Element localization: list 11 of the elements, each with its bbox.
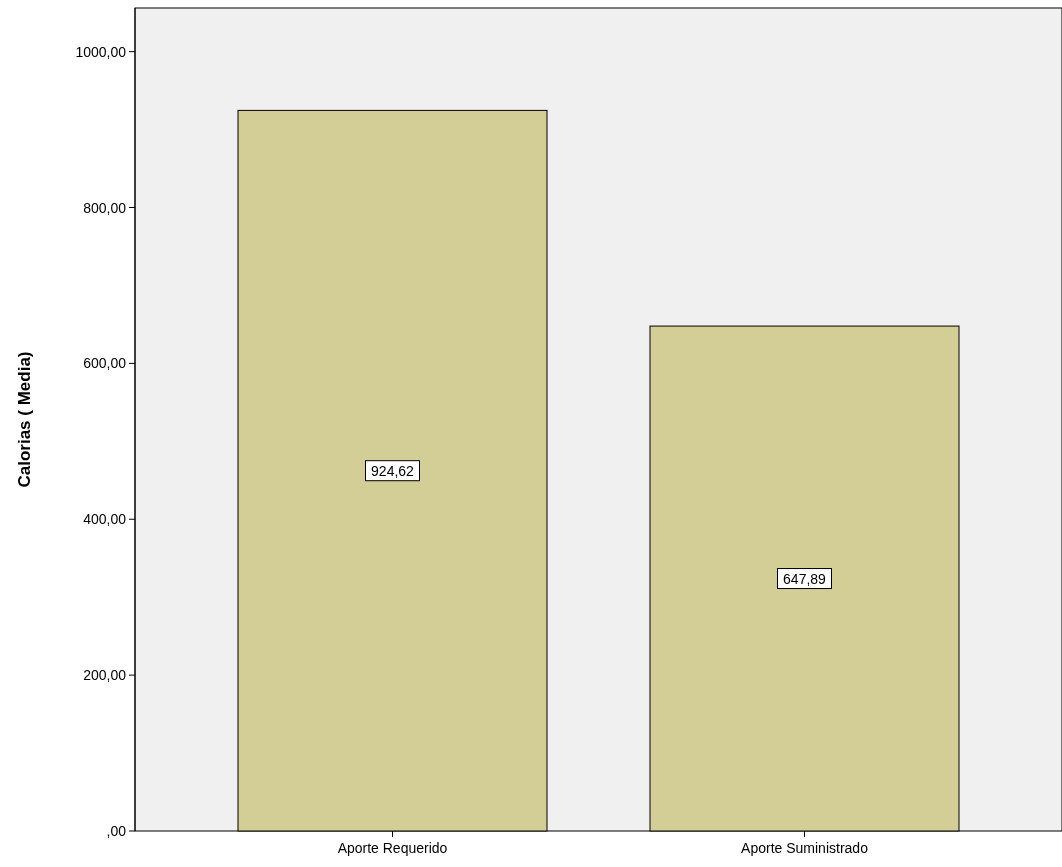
data-label: 924,62	[371, 462, 415, 479]
y-axis-title: Calorias ( Media)	[15, 351, 34, 488]
x-tick-label: Aporte Suministrado	[741, 840, 869, 856]
y-tick-label: 1000,00	[75, 43, 127, 60]
y-tick-label: 200,00	[83, 667, 127, 684]
y-tick-label: 400,00	[83, 511, 127, 528]
y-tick-label: ,00	[106, 823, 127, 839]
x-tick-label: Aporte Requerido	[337, 840, 448, 856]
data-label: 647,89	[783, 570, 827, 587]
y-tick-label: 800,00	[83, 199, 127, 216]
y-tick-label: 600,00	[83, 355, 127, 372]
